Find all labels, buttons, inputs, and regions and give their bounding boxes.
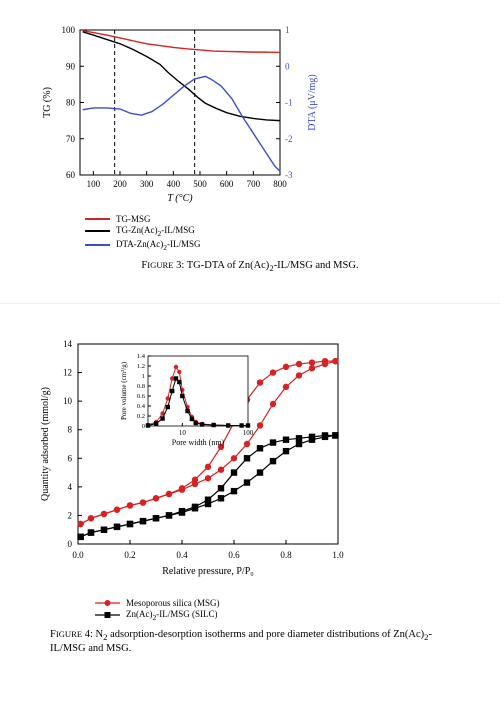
svg-text:70: 70 (66, 134, 76, 144)
svg-text:10: 10 (179, 429, 187, 437)
svg-text:300: 300 (140, 179, 154, 189)
svg-text:0.6: 0.6 (228, 550, 240, 560)
svg-text:-1: -1 (285, 98, 293, 108)
svg-text:100: 100 (87, 179, 101, 189)
svg-text:10: 10 (63, 396, 73, 406)
svg-text:200: 200 (113, 179, 127, 189)
svg-text:0.0: 0.0 (72, 550, 84, 560)
svg-text:6: 6 (68, 453, 73, 463)
svg-text:Quantity adsorbed (mmol/g): Quantity adsorbed (mmol/g) (40, 387, 51, 501)
svg-text:1: 1 (285, 25, 290, 35)
figure-4-caption: FIGURE 4: N2 adsorption-desorption isoth… (30, 629, 470, 653)
svg-text:0: 0 (285, 61, 290, 71)
svg-text:12: 12 (63, 367, 72, 377)
svg-text:1.4: 1.4 (137, 353, 146, 360)
svg-text:60: 60 (66, 170, 76, 180)
legend-item: TG-MSG (85, 214, 470, 224)
svg-text:0.2: 0.2 (124, 550, 135, 560)
svg-text:T (°C): T (°C) (167, 193, 193, 204)
legend-item: Mesoporous silica (MSG) (95, 598, 470, 608)
svg-text:0: 0 (68, 539, 73, 549)
svg-text:TG (%): TG (%) (42, 87, 53, 118)
legend-item: Zn(Ac)2-IL/MSG (SILC) (95, 609, 470, 622)
figure-4-chart: 0.00.20.40.60.81.002468101214Relative pr… (30, 334, 470, 592)
svg-text:800: 800 (273, 179, 287, 189)
legend-item: TG-Zn(Ac)2-IL/MSG (85, 225, 470, 238)
svg-text:0.6: 0.6 (137, 393, 146, 400)
svg-text:0.4: 0.4 (176, 550, 188, 560)
svg-text:1.0: 1.0 (332, 550, 344, 560)
svg-text:8: 8 (68, 424, 73, 434)
svg-text:Pore width (nm): Pore width (nm) (172, 438, 225, 447)
figure-3-legend: TG-MSGTG-Zn(Ac)2-IL/MSGDTA-Zn(Ac)2-IL/MS… (85, 214, 470, 252)
divider (0, 303, 500, 304)
svg-text:0.2: 0.2 (137, 413, 145, 420)
figure-3-chart: 100 200 300 400 500 600 700 800 60 70 80 90 100 -3 -2 -… (30, 20, 470, 208)
svg-text:1.2: 1.2 (137, 363, 145, 370)
svg-text:80: 80 (66, 98, 76, 108)
svg-text:2: 2 (68, 510, 73, 520)
svg-text:500: 500 (193, 179, 207, 189)
svg-text:Pore volume (cm³/g): Pore volume (cm³/g) (120, 361, 128, 420)
svg-text:-2: -2 (285, 134, 293, 144)
svg-text:0.8: 0.8 (137, 383, 145, 390)
svg-text:1: 1 (142, 373, 145, 380)
figure-3-caption: FIGURE 3: TG-DTA of Zn(Ac)2-IL/MSG and M… (30, 260, 470, 273)
svg-text:0.4: 0.4 (137, 403, 146, 410)
svg-text:100: 100 (62, 25, 76, 35)
svg-text:14: 14 (63, 339, 73, 349)
svg-text:100: 100 (243, 429, 254, 437)
svg-text:600: 600 (220, 179, 234, 189)
legend-item: DTA-Zn(Ac)2-IL/MSG (85, 239, 470, 252)
figure-3-block: 100 200 300 400 500 600 700 800 60 70 80 90 100 -3 -2 -… (0, 0, 500, 293)
svg-text:-3: -3 (285, 170, 293, 180)
svg-text:0.8: 0.8 (280, 550, 292, 560)
figure-4-legend: Mesoporous silica (MSG)Zn(Ac)2-IL/MSG (S… (95, 598, 470, 622)
svg-text:Relative pressure, P/P₀: Relative pressure, P/P₀ (162, 566, 254, 577)
svg-text:90: 90 (66, 61, 76, 71)
svg-text:DTA (μV/mg): DTA (μV/mg) (307, 74, 318, 131)
svg-text:400: 400 (167, 179, 181, 189)
figure-4-block: 0.00.20.40.60.81.002468101214Relative pr… (0, 314, 500, 674)
svg-text:700: 700 (247, 179, 261, 189)
svg-text:4: 4 (68, 482, 73, 492)
svg-text:0: 0 (142, 423, 145, 430)
